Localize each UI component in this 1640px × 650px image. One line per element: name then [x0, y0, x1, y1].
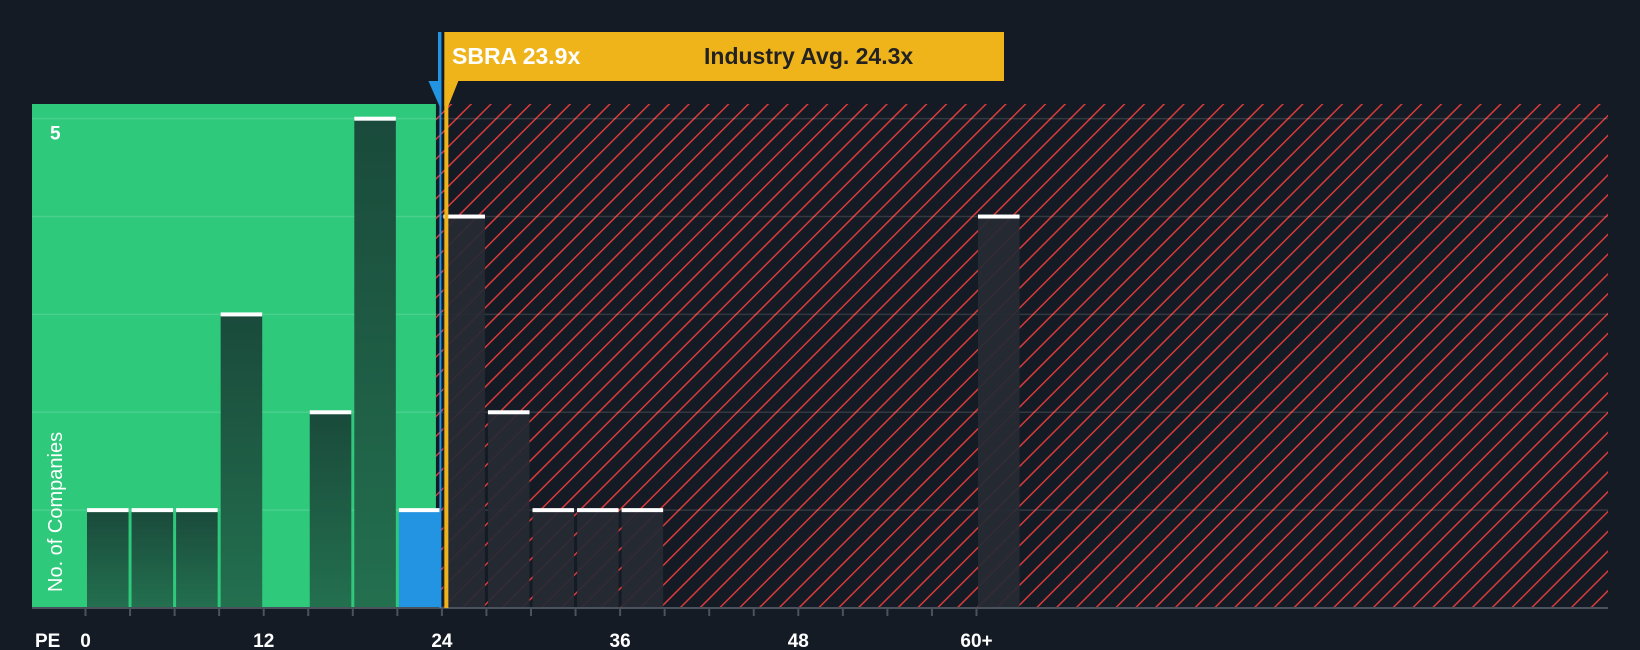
bar: [443, 216, 485, 608]
y-axis-ticks: 5: [50, 124, 61, 145]
x-tick-label: 48: [788, 631, 809, 650]
bars-group: [87, 116, 1020, 608]
bar-top: [487, 410, 530, 415]
industry-average-label: Industry Avg. 24.3x: [704, 43, 913, 69]
bar: [131, 510, 174, 608]
bar: [398, 510, 441, 608]
bar: [621, 510, 664, 608]
y-tick-label: 5: [50, 124, 61, 145]
industry-average-flag: [444, 32, 1005, 106]
company-pe-marker: SBRA 23.9x: [428, 32, 580, 608]
bar-top: [176, 508, 218, 513]
bar: [978, 216, 1020, 608]
bar: [309, 412, 352, 608]
bar-top: [978, 214, 1020, 219]
bar: [532, 510, 575, 608]
x-tick-label: 24: [431, 631, 453, 650]
company-pe-flag: [428, 32, 442, 106]
x-tick-label: 60+: [960, 631, 992, 650]
bar: [176, 510, 218, 608]
x-tick-label: 12: [253, 631, 274, 650]
x-axis-label: PE: [35, 631, 60, 650]
bar: [87, 510, 129, 608]
y-axis-label: No. of Companies: [45, 432, 67, 592]
bar-top: [309, 410, 352, 415]
bar: [487, 412, 530, 608]
bar-top: [443, 214, 485, 219]
bar-top: [354, 116, 396, 121]
x-tick-label: 0: [80, 631, 91, 650]
bar-top: [220, 312, 263, 317]
bar-top: [131, 508, 174, 513]
gridlines: [32, 117, 1608, 511]
bar: [220, 314, 263, 608]
bar-top: [621, 508, 664, 513]
bar-top: [87, 508, 129, 513]
x-axis-ticks: 0 12 24 36 48 60+: [80, 608, 993, 650]
bar-top: [532, 508, 575, 513]
bar: [577, 510, 619, 608]
industry-average-marker: Industry Avg. 24.3x: [444, 32, 1005, 608]
bar: [354, 118, 396, 608]
x-tick-label: 36: [610, 631, 631, 650]
bar-top: [398, 508, 441, 513]
bar-top: [577, 508, 619, 513]
company-pe-label: SBRA 23.9x: [452, 43, 580, 69]
